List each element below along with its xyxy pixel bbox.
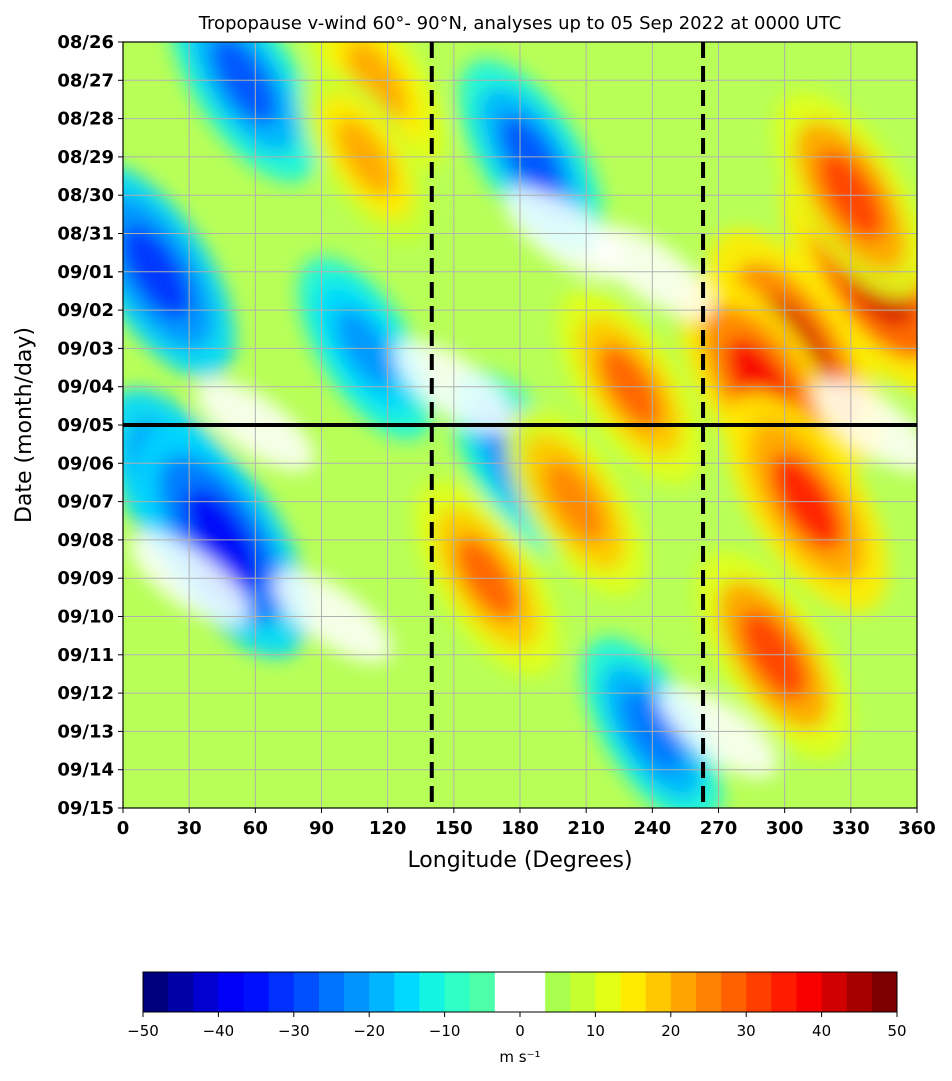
y-tick-label: 08/30 — [57, 185, 114, 206]
y-tick-label: 09/03 — [57, 338, 114, 359]
x-tick-label: 150 — [435, 818, 473, 839]
colorbar-label: m s⁻¹ — [499, 1048, 540, 1066]
y-tick-label: 08/31 — [57, 224, 114, 245]
colorbar-segment — [695, 972, 722, 1012]
x-tick-label: 270 — [700, 818, 738, 839]
colorbar-segment — [218, 972, 245, 1012]
x-tick-label: 0 — [117, 818, 130, 839]
colorbar-tick-label: 50 — [887, 1022, 906, 1040]
colorbar-segment — [871, 972, 898, 1012]
colorbar-segment — [771, 972, 797, 1012]
colorbar-segment — [193, 972, 219, 1012]
colorbar-segment — [268, 972, 295, 1012]
plot-area — [123, 42, 917, 808]
colorbar-tick-label: −50 — [127, 1022, 159, 1040]
colorbar-tick-label: −30 — [278, 1022, 310, 1040]
y-tick-label: 08/28 — [57, 109, 114, 130]
x-tick-label: 330 — [832, 818, 870, 839]
colorbar-segment — [721, 972, 747, 1012]
colorbar-segment — [494, 972, 521, 1012]
colorbar-tick-label: −10 — [429, 1022, 461, 1040]
y-tick-label: 09/06 — [57, 453, 114, 474]
x-tick-label: 300 — [766, 818, 804, 839]
colorbar-segment — [846, 972, 873, 1012]
colorbar-segment — [545, 972, 571, 1012]
colorbar-segment — [143, 972, 169, 1012]
colorbar-segment — [620, 972, 647, 1012]
colorbar-segment — [469, 972, 496, 1012]
colorbar-segment — [369, 972, 395, 1012]
x-axis-ticks: 0 30 60 90 120 150 180 210 240 270 300 330 360 — [117, 808, 936, 839]
y-tick-label: 09/12 — [57, 683, 114, 704]
y-tick-label: 08/29 — [57, 147, 114, 168]
colorbar-tick-label: −40 — [203, 1022, 235, 1040]
y-tick-label: 09/10 — [57, 607, 114, 628]
x-tick-label: 120 — [369, 818, 407, 839]
x-tick-label: 210 — [567, 818, 605, 839]
y-tick-label: 09/02 — [57, 300, 114, 321]
colorbar-segment — [821, 972, 848, 1012]
colorbar-segment — [796, 972, 823, 1012]
colorbar-tick-label: 30 — [737, 1022, 756, 1040]
y-tick-label: 09/11 — [57, 645, 114, 666]
colorbar-segment — [570, 972, 596, 1012]
colorbar-tick-label: 0 — [515, 1022, 525, 1040]
y-tick-label: 08/26 — [57, 32, 114, 53]
colorbar-segment — [243, 972, 270, 1012]
y-tick-label: 09/07 — [57, 492, 114, 513]
y-axis-ticks: 08/26 08/27 08/28 08/29 08/30 08/31 09/01 09/02… — [57, 32, 123, 819]
colorbar-segment — [344, 972, 370, 1012]
colorbar-tick-label: 40 — [812, 1022, 831, 1040]
x-tick-label: 360 — [898, 818, 936, 839]
x-tick-label: 30 — [177, 818, 202, 839]
reference-lines — [123, 42, 917, 808]
colorbar-segment — [645, 972, 672, 1012]
colorbar-segment — [318, 972, 345, 1012]
y-axis-label: Date (month/day) — [12, 327, 37, 523]
colorbar-tick-label: 20 — [661, 1022, 680, 1040]
colorbar-segment — [168, 972, 194, 1012]
x-tick-label: 90 — [309, 818, 334, 839]
colorbar: −50 −40 −30 −20 −10 0 10 20 30 40 50 — [127, 971, 907, 1040]
y-tick-label: 09/15 — [57, 798, 114, 819]
x-axis-label: Longitude (Degrees) — [407, 848, 632, 873]
y-tick-label: 08/27 — [57, 70, 114, 91]
colorbar-segment — [293, 972, 320, 1012]
y-tick-label: 09/14 — [57, 760, 114, 781]
y-tick-label: 09/01 — [57, 262, 114, 283]
colorbar-segment — [419, 972, 446, 1012]
y-tick-label: 09/04 — [57, 377, 114, 398]
colorbar-segment — [746, 972, 772, 1012]
colorbar-segment — [670, 972, 697, 1012]
y-tick-label: 09/05 — [57, 415, 114, 436]
y-tick-label: 09/09 — [57, 568, 114, 589]
y-tick-label: 09/13 — [57, 721, 114, 742]
colorbar-segment — [595, 972, 622, 1012]
colorbar-tick-label: 10 — [586, 1022, 605, 1040]
colorbar-segment — [394, 972, 420, 1012]
x-tick-label: 180 — [501, 818, 539, 839]
y-tick-label: 09/08 — [57, 530, 114, 551]
colorbar-tick-label: −20 — [353, 1022, 385, 1040]
x-tick-label: 240 — [634, 818, 672, 839]
colorbar-segment — [444, 972, 471, 1012]
x-tick-label: 60 — [243, 818, 268, 839]
colorbar-segment — [520, 972, 546, 1012]
chart-title: Tropopause v-wind 60°- 90°N, analyses up… — [198, 13, 842, 34]
